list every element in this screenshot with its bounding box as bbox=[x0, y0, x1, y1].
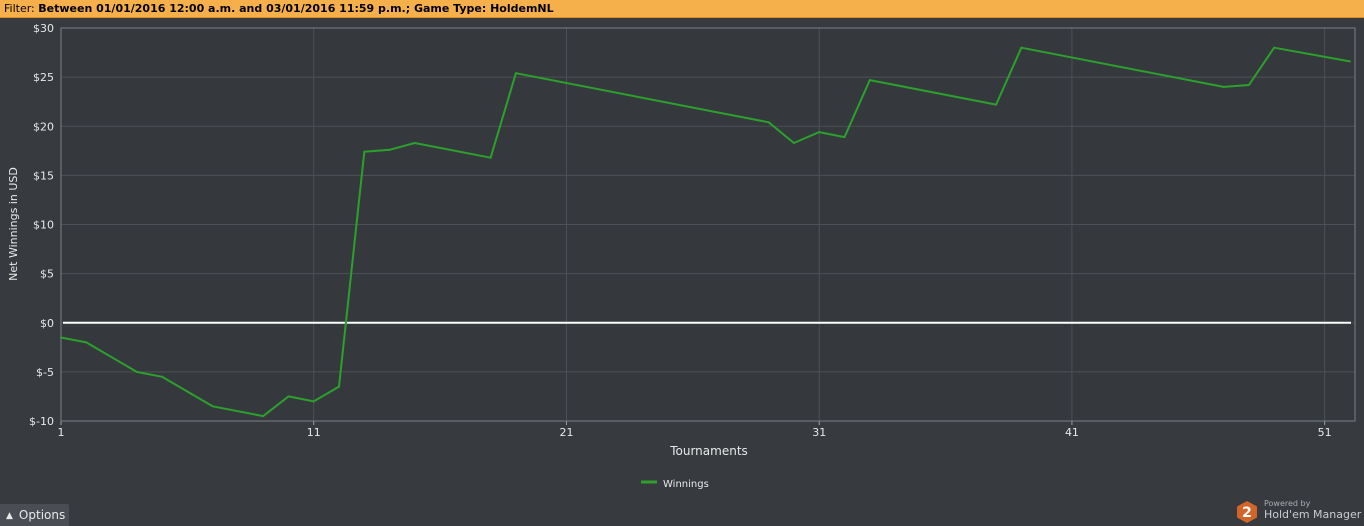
x-tick-label: 41 bbox=[1065, 426, 1079, 439]
y-tick-label: $0 bbox=[40, 317, 54, 330]
data-point bbox=[1273, 46, 1276, 49]
x-tick-label: 1 bbox=[58, 426, 65, 439]
brand-name: Hold'em Manager bbox=[1264, 508, 1362, 521]
y-axis-label: Net Winnings in USD bbox=[7, 167, 20, 281]
data-point bbox=[262, 415, 265, 418]
data-point bbox=[60, 336, 62, 339]
tick-labels: $30$25$20$15$10$5$0$-5$-101 11 21 31 41 51 bbox=[29, 22, 1332, 439]
plot-frame bbox=[60, 27, 1356, 422]
data-point bbox=[1020, 46, 1023, 49]
y-tick-label: $25 bbox=[33, 71, 54, 84]
hem-logo-icon: 2 bbox=[1237, 501, 1257, 523]
data-point bbox=[287, 395, 290, 398]
x-tick-label: 51 bbox=[1318, 426, 1332, 439]
data-point bbox=[211, 405, 214, 408]
x-axis-label: Tournaments bbox=[669, 444, 748, 458]
data-point bbox=[363, 150, 366, 153]
logo-digit: 2 bbox=[1242, 505, 1252, 521]
data-point bbox=[792, 141, 795, 144]
data-point bbox=[388, 148, 391, 151]
data-point bbox=[161, 375, 164, 378]
options-label: Options bbox=[18, 508, 66, 522]
y-tick-label: $20 bbox=[33, 120, 54, 133]
y-tick-label: $30 bbox=[33, 22, 54, 35]
data-point bbox=[514, 72, 517, 75]
filter-label: Filter: bbox=[4, 2, 35, 15]
filter-value: Between 01/01/2016 12:00 a.m. and 03/01/… bbox=[38, 2, 554, 15]
axes bbox=[60, 27, 1356, 422]
data-point bbox=[1247, 83, 1250, 86]
y-tick-label: $5 bbox=[40, 268, 54, 281]
data-point bbox=[85, 341, 88, 344]
x-tick-label: 31 bbox=[812, 426, 826, 439]
data-point bbox=[489, 156, 492, 159]
y-tick-label: $15 bbox=[33, 169, 54, 182]
data-point bbox=[868, 79, 871, 82]
options-button[interactable]: ▲ Options bbox=[0, 504, 69, 526]
data-point bbox=[135, 370, 138, 373]
legend: Winnings bbox=[641, 479, 709, 490]
data-point bbox=[843, 136, 846, 139]
caret-up-icon: ▲ bbox=[6, 511, 13, 521]
x-tick-label: 21 bbox=[559, 426, 573, 439]
data-point bbox=[1348, 60, 1351, 63]
data-point bbox=[312, 400, 315, 403]
filter-bar: Filter: Between 01/01/2016 12:00 a.m. an… bbox=[0, 0, 1364, 18]
data-point bbox=[767, 121, 770, 124]
y-tick-label: $-5 bbox=[36, 366, 54, 379]
brand-badge: 2 Powered by Hold'em Manager bbox=[1236, 497, 1364, 526]
data-point bbox=[413, 141, 416, 144]
series-layer bbox=[60, 46, 1351, 418]
data-point bbox=[818, 131, 821, 134]
y-tick-label: $-10 bbox=[29, 415, 54, 428]
data-point bbox=[995, 103, 998, 106]
data-point bbox=[1222, 85, 1225, 88]
powered-by-text: Powered by bbox=[1264, 499, 1311, 508]
data-point bbox=[338, 385, 341, 388]
legend-label-winnings: Winnings bbox=[663, 479, 709, 490]
x-tick-label: 11 bbox=[307, 426, 321, 439]
winnings-chart: $30$25$20$15$10$5$0$-5$-101 11 21 31 41 51 To… bbox=[7, 22, 1356, 490]
y-tick-label: $10 bbox=[33, 219, 54, 232]
